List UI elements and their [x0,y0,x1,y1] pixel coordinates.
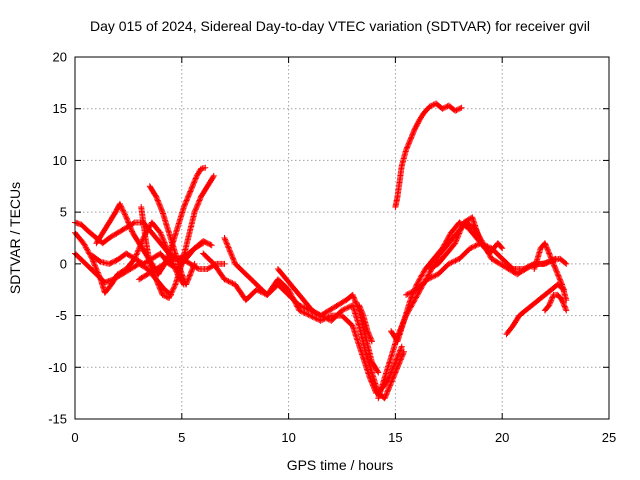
series-arc-q [426,214,506,272]
y-tick-label: -10 [48,360,67,375]
x-tick-label: 15 [388,430,402,445]
y-axis-label: SDTVAR / TECUs [7,182,23,294]
series-arc-l [356,302,375,345]
series-arc-g [146,183,198,288]
y-tick-label: 0 [60,256,67,271]
x-axis-label: GPS time / hours [287,457,394,473]
chart-title: Day 015 of 2024, Sidereal Day-to-day VTE… [90,18,590,34]
plot-frame [74,56,610,420]
y-tick-label: -15 [48,412,67,427]
x-tick-label: 5 [178,430,185,445]
y-tick-label: -5 [55,308,67,323]
series-arc-j [221,235,407,402]
series-arc-s [541,291,570,314]
y-tick-label: 5 [60,205,67,220]
x-tick-label: 25 [602,430,616,445]
y-axis: -15 -10 -5 0 5 10 15 20 [48,50,609,427]
y-tick-label: 10 [53,153,67,168]
series-arc-t [531,240,570,304]
y-tick-label: 20 [53,50,67,65]
x-tick-label: 0 [71,430,78,445]
x-tick-label: 20 [495,430,509,445]
x-tick-label: 10 [281,430,295,445]
y-tick-label: 15 [53,101,67,116]
data-points [72,100,570,402]
series-arc-r [503,281,568,338]
x-axis: 0 5 10 15 20 25 [71,57,616,445]
series-arc-m [392,100,465,210]
